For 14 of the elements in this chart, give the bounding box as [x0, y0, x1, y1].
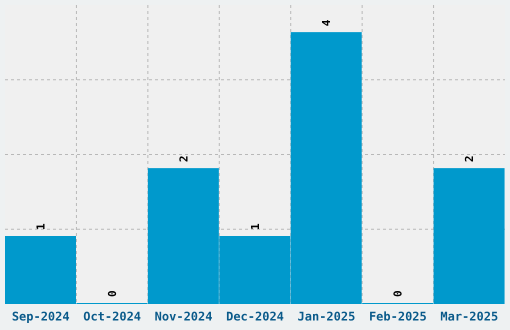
data-label: 1 — [34, 223, 48, 230]
x-tick-label: Nov-2024 — [154, 310, 212, 324]
data-label: 0 — [106, 290, 119, 297]
data-label: 2 — [177, 155, 190, 162]
data-label: 1 — [248, 223, 262, 230]
x-tick-label: Feb-2025 — [368, 310, 427, 324]
x-tick-label: Sep-2024 — [12, 310, 70, 324]
x-tick-label: Mar-2025 — [440, 310, 498, 324]
data-label: 4 — [320, 19, 334, 26]
x-tick-label: Dec-2024 — [226, 310, 284, 324]
data-label: 0 — [392, 290, 405, 297]
x-tick-label: Oct-2024 — [83, 310, 142, 324]
data-label: 2 — [463, 155, 476, 162]
x-tick-label: Jan-2025 — [298, 310, 356, 324]
